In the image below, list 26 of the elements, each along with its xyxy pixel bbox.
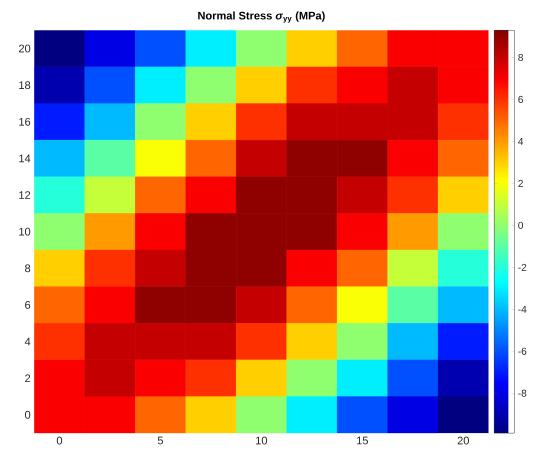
y-tick-label: 14 <box>19 154 30 162</box>
y-tick-label: 2 <box>25 374 30 382</box>
y-tick-label: 12 <box>19 191 30 199</box>
x-tick-label: 20 <box>458 436 469 444</box>
y-tick-label: 18 <box>19 81 30 89</box>
y-tick-label: 10 <box>19 228 30 236</box>
color-bar-label: 6 <box>518 96 523 103</box>
color-bar-label: -6 <box>518 348 526 355</box>
y-tick-label: 16 <box>19 118 30 126</box>
y-tick-label: 0 <box>24 410 30 419</box>
color-bar-label: 0 <box>518 222 524 229</box>
color-bar-label: -4 <box>518 306 526 313</box>
color-bar-label: 8 <box>518 54 523 61</box>
x-tick-label: 10 <box>256 436 268 444</box>
color-bar-label: 4 <box>518 138 524 145</box>
x-tick-label: 5 <box>158 436 164 444</box>
color-bar-label: -2 <box>518 264 526 271</box>
y-tick-label: 4 <box>24 338 30 346</box>
x-tick-label: 0 <box>56 436 62 444</box>
y-tick-label: 6 <box>25 300 30 309</box>
y-tick-label: 20 <box>18 44 30 52</box>
y-tick-label: 8 <box>25 264 30 272</box>
color-bar-label: 2 <box>518 180 523 187</box>
x-tick-label: 15 <box>357 436 368 444</box>
chart-title: Normal Stress σ$_{yy}$ (MPa) <box>198 11 325 23</box>
color-bar-label: -8 <box>518 390 526 397</box>
